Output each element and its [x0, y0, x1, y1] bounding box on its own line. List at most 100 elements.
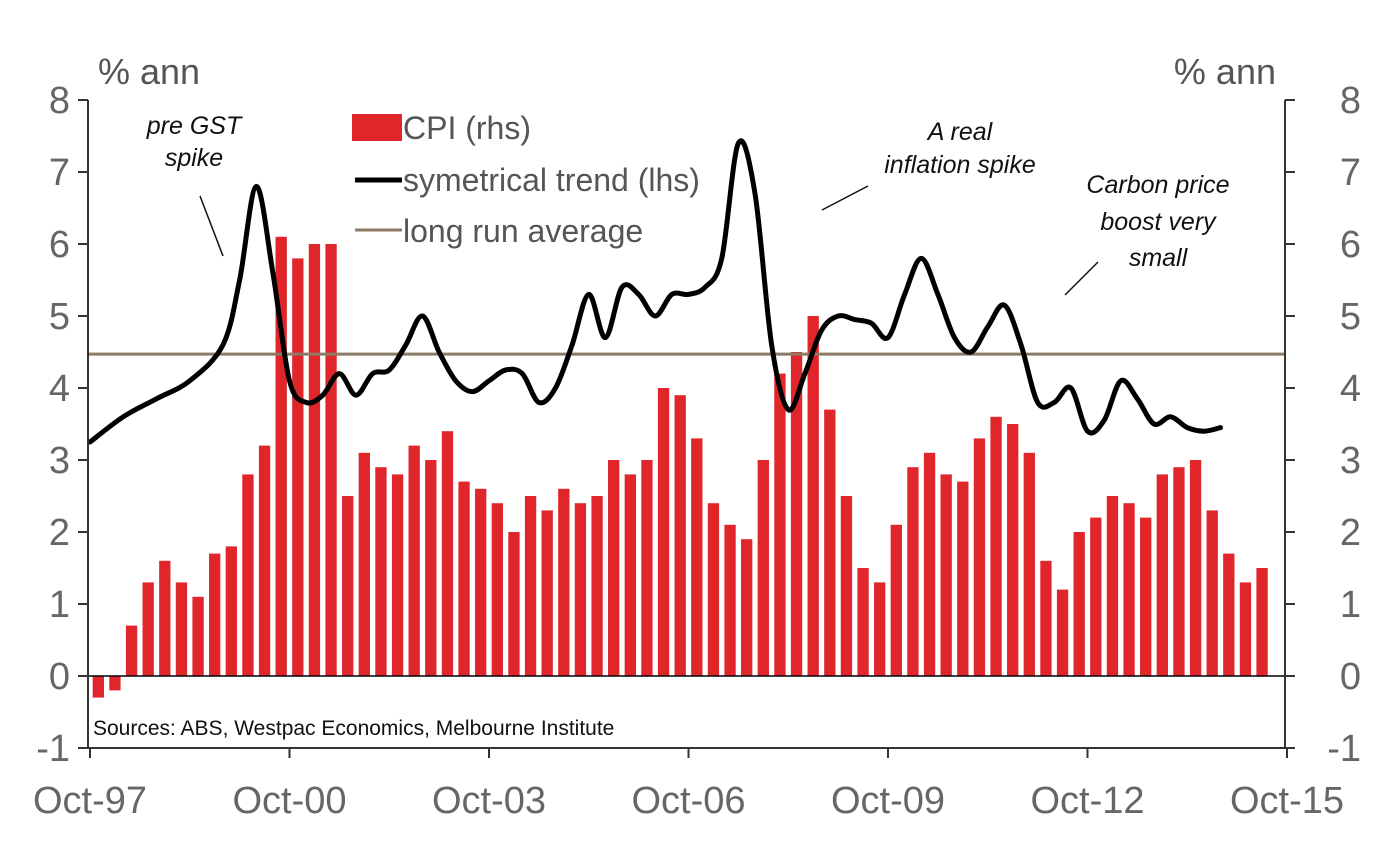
cpi-bar — [807, 316, 819, 676]
annotation-carbon-price-line-1: Carbon price — [1086, 171, 1229, 199]
cpi-bar — [225, 546, 237, 676]
cpi-bar — [741, 539, 753, 676]
left-y-axis: -1 0 1 2 3 4 5 6 7 8 — [36, 80, 88, 770]
cpi-bar — [973, 438, 986, 676]
cpi-bar — [142, 582, 154, 676]
right-y-tick-label: -1 — [1327, 728, 1361, 770]
cpi-bar — [790, 352, 803, 676]
cpi-bar — [707, 503, 720, 676]
cpi-bar — [508, 532, 520, 676]
annotation-pre-gst-line-1: pre GST — [146, 112, 243, 140]
cpi-bar — [657, 388, 670, 676]
right-y-tick-label: 7 — [1340, 152, 1361, 194]
right-axis-unit: % ann — [1174, 51, 1276, 92]
left-y-tick-label: -1 — [36, 728, 70, 770]
x-tick-label: Oct-97 — [33, 780, 147, 822]
cpi-bar — [325, 244, 337, 676]
cpi-bar — [1189, 460, 1202, 676]
cpi-bar — [125, 625, 138, 676]
legend-cpi-label: CPI (rhs) — [403, 110, 531, 146]
left-y-tick-label: 8 — [49, 80, 70, 122]
x-tick-label: Oct-09 — [831, 780, 945, 822]
axes — [87, 100, 1286, 749]
cpi-bar — [375, 467, 387, 676]
cpi-bar — [1173, 467, 1185, 676]
annotation-pre-gst-line-2: spike — [165, 144, 223, 172]
cpi-bar — [425, 460, 437, 676]
cpi-bar — [840, 496, 853, 676]
cpi-bar — [608, 460, 620, 676]
cpi-bar — [957, 481, 969, 676]
annotation-carbon-price-line-3: small — [1129, 244, 1189, 272]
legend-cpi-swatch — [352, 114, 402, 141]
cpi-bar — [192, 596, 204, 676]
cpi-bar — [524, 496, 537, 676]
cpi-bar — [774, 373, 786, 676]
x-tick-label: Oct-15 — [1230, 780, 1344, 822]
annotation-carbon-price-line-2: boost very — [1100, 208, 1217, 236]
cpi-bar — [541, 510, 553, 676]
right-y-axis: -1 0 1 2 3 4 5 6 7 8 — [1285, 80, 1361, 770]
left-y-tick-label: 7 — [49, 152, 70, 194]
cpi-bar — [1007, 424, 1019, 676]
annotation-pre-gst: pre GST spike — [146, 112, 243, 257]
cpi-bar — [1040, 560, 1052, 676]
cpi-bar — [1239, 582, 1252, 676]
x-tick-label: Oct-03 — [432, 780, 546, 822]
right-y-tick-label: 0 — [1340, 656, 1361, 698]
cpi-bar — [1090, 517, 1102, 676]
annotation-pre-gst-pointer — [199, 195, 224, 257]
cpi-bar — [109, 676, 121, 691]
cpi-bar — [857, 568, 869, 676]
cpi-bar — [175, 582, 188, 676]
annotation-carbon-price-pointer — [1064, 261, 1099, 296]
cpi-bar — [874, 582, 886, 676]
cpi-bar — [674, 395, 686, 676]
trend-line-path — [87, 138, 1223, 445]
legend-average-label: long run average — [403, 213, 643, 249]
cpi-bar — [724, 524, 736, 676]
cpi-bar — [441, 431, 454, 676]
cpi-bar — [1056, 589, 1069, 676]
cpi-bar — [159, 560, 171, 676]
cpi-bar — [258, 445, 271, 676]
x-tick-label: Oct-12 — [1030, 780, 1144, 822]
cpi-bar — [940, 474, 952, 676]
trend-line — [87, 138, 1223, 445]
cpi-bar — [1206, 510, 1218, 676]
annotation-inflation-spike-line-2: inflation spike — [884, 151, 1035, 179]
cpi-bar — [242, 474, 254, 676]
cpi-bar — [624, 474, 636, 676]
cpi-bar — [1256, 568, 1268, 676]
cpi-bar — [1123, 503, 1135, 676]
cpi-bar — [1156, 474, 1168, 676]
cpi-bar — [824, 409, 836, 676]
cpi-bar — [923, 452, 936, 676]
cpi-bar — [1140, 517, 1152, 676]
right-y-tick-label: 3 — [1340, 440, 1361, 482]
legend-trend-label: symetrical trend (lhs) — [403, 162, 700, 198]
left-axis-unit: % ann — [98, 51, 200, 92]
cpi-bar — [591, 496, 603, 676]
cpi-bar — [1023, 452, 1035, 676]
cpi-bar — [209, 553, 221, 676]
cpi-bar — [757, 460, 769, 676]
cpi-bar — [1106, 496, 1119, 676]
cpi-bar — [408, 445, 420, 676]
annotation-inflation-spike-line-1: A real — [926, 118, 994, 146]
left-y-tick-label: 2 — [49, 512, 70, 554]
left-y-tick-label: 1 — [49, 584, 70, 626]
left-y-tick-label: 0 — [49, 656, 70, 698]
x-tick-label: Oct-00 — [232, 780, 346, 822]
cpi-bar — [458, 481, 470, 676]
cpi-bar — [990, 416, 1002, 676]
cpi-bar — [491, 503, 503, 676]
legend: CPI (rhs) symetrical trend (lhs) long ru… — [352, 110, 700, 249]
x-axis: Oct-97 Oct-00 Oct-03 Oct-06 Oct-09 Oct-12 Oct-… — [33, 748, 1344, 822]
right-y-tick-label: 5 — [1340, 296, 1361, 338]
cpi-bar — [92, 676, 104, 698]
cpi-bar — [1073, 532, 1085, 676]
cpi-bar — [1223, 553, 1235, 676]
cpi-bar — [641, 460, 653, 676]
cpi-bar — [358, 452, 370, 676]
